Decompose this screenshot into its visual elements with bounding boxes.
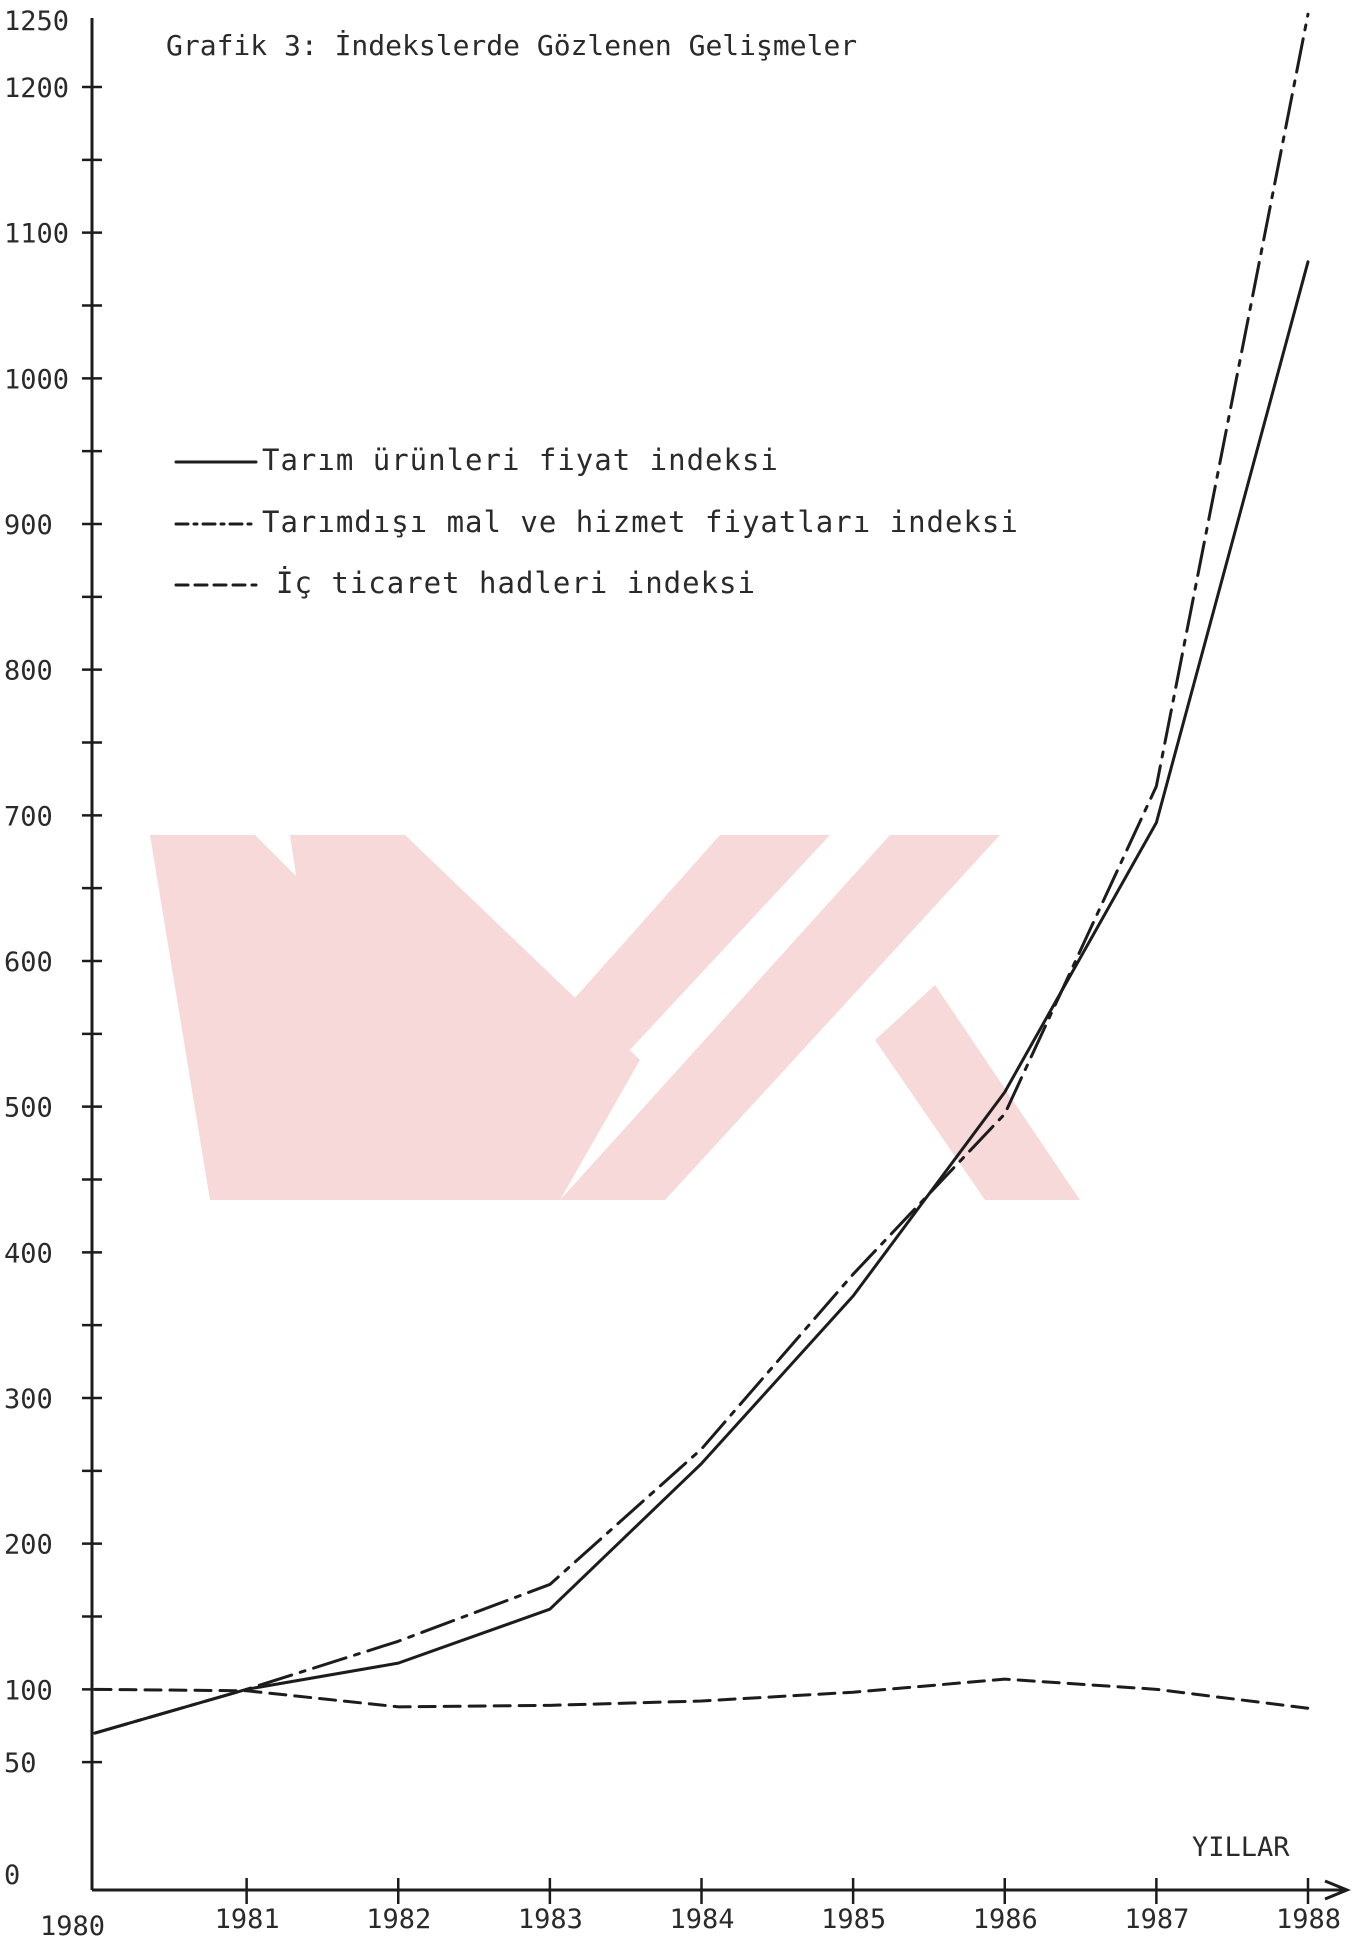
series-lines: [93, 12, 1310, 1735]
x-tick-label: 1980: [40, 1911, 105, 1941]
x-tick-label: 1986: [973, 1904, 1038, 1935]
watermark-shape: [395, 835, 830, 1200]
axes: [90, 18, 1351, 1901]
x-tick-label: 1985: [821, 1904, 886, 1935]
watermark-shape: [875, 985, 1080, 1200]
y-tick-label: 700: [4, 801, 53, 832]
watermark-shape: [560, 835, 1000, 1200]
x-tick-label: 1988: [1276, 1904, 1341, 1935]
y-tick-label: 900: [4, 510, 53, 541]
x-tick-label: 1981: [215, 1904, 280, 1935]
x-axis-ticks: 1980 1981 1982 1983 1984 1985 1986 1987 1988: [40, 1878, 1341, 1941]
y-tick-label: 1000: [4, 364, 69, 395]
x-axis-arrow: [1324, 1879, 1351, 1901]
x-axis-label: YILLAR: [1192, 1832, 1290, 1863]
chart-title: Grafik 3: İndekslerde Gözlenen Gelişmele…: [166, 29, 857, 62]
x-tick-label: 1982: [366, 1904, 431, 1935]
x-tick-label: 1983: [518, 1904, 583, 1935]
x-tick-label: 1987: [1124, 1904, 1189, 1935]
watermark-logo: [150, 835, 1080, 1200]
series-line-2: [93, 12, 1310, 1735]
y-tick-label: 50: [4, 1748, 37, 1779]
y-tick-label: 200: [4, 1530, 53, 1561]
y-tick-label: 300: [4, 1384, 53, 1415]
y-tick-label: 400: [4, 1238, 53, 1269]
y-axis-ticks: 0 50 100 200 300 400 500 600 700 800 900 1000 1100 12…: [4, 6, 102, 1891]
legend-label: İç ticaret hadleri indeksi: [276, 566, 756, 600]
y-tick-label: 500: [4, 1093, 53, 1124]
legend-label: Tarım ürünleri fiyat indeksi: [262, 443, 779, 477]
legend-label: Tarımdışı mal ve hizmet fiyatları indeks…: [262, 505, 1019, 539]
x-tick-label: 1984: [670, 1904, 735, 1935]
y-tick-label: 1200: [4, 73, 69, 104]
legend: Tarım ürünleri fiyat indeksi Tarımdışı ma…: [174, 443, 1019, 600]
y-tick-label: 1100: [4, 219, 69, 250]
y-tick-label: 1250: [4, 6, 69, 37]
y-tick-label: 800: [4, 656, 53, 687]
y-tick-label: 100: [4, 1675, 53, 1706]
y-tick-label: 600: [4, 947, 53, 978]
y-tick-label: 0: [4, 1860, 20, 1891]
